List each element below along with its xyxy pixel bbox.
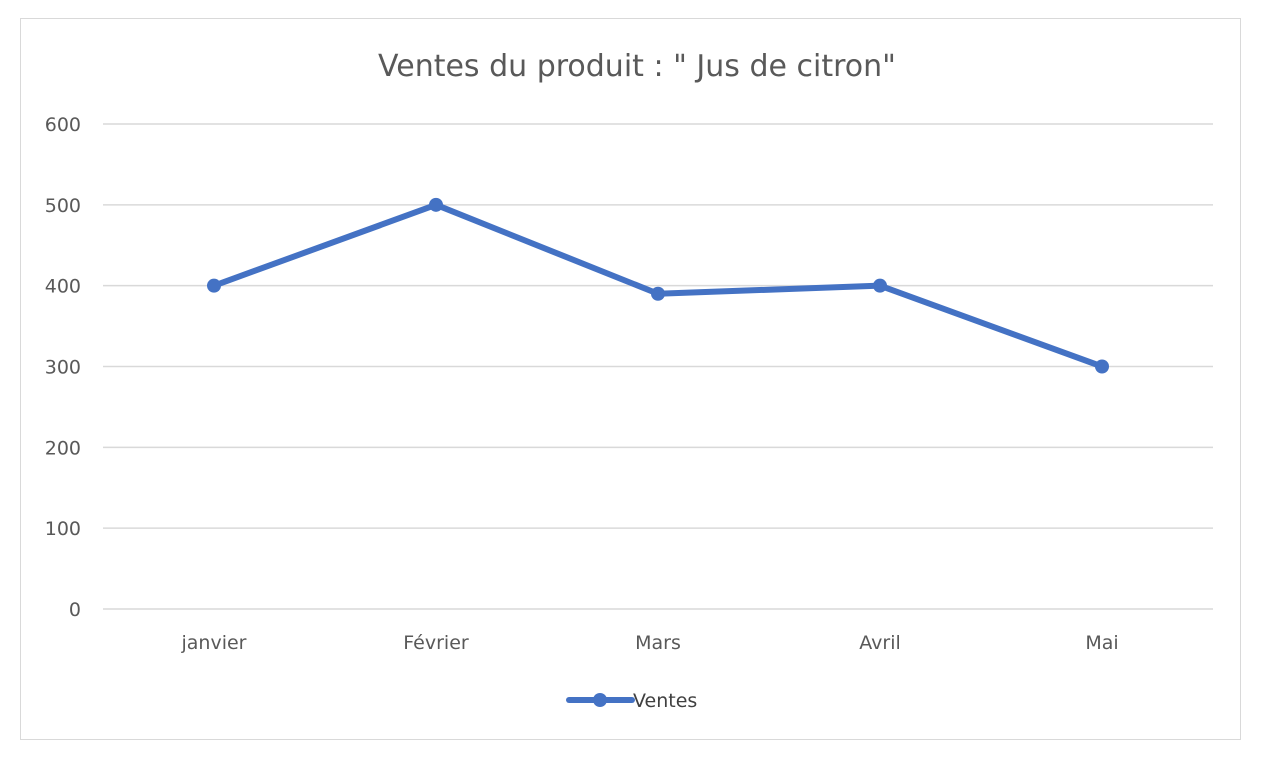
chart-frame: Ventes du produit : " Jus de citron" 0 10… [20, 18, 1241, 740]
y-tick-label: 500 [45, 195, 81, 217]
data-point [651, 286, 665, 301]
x-tick-label: janvier [181, 632, 247, 654]
legend: Ventes [566, 690, 697, 712]
line-chart: Ventes du produit : " Jus de citron" 0 10… [45, 49, 1213, 712]
data-point [1095, 359, 1109, 374]
y-tick-label: 600 [45, 114, 81, 136]
x-tick-label: Avril [859, 632, 901, 654]
x-tick-label: Mars [635, 632, 681, 654]
series-group [207, 197, 1109, 374]
y-tick-label: 200 [45, 437, 81, 459]
chart-title: Ventes du produit : " Jus de citron" [378, 49, 896, 84]
legend-label-ventes: Ventes [633, 690, 697, 712]
y-tick-label: 400 [45, 276, 81, 298]
x-tick-label: Février [403, 632, 469, 654]
data-point [429, 197, 443, 212]
y-tick-label: 100 [45, 518, 81, 540]
y-axis-tick-labels: 0 100 200 300 400 500 600 [45, 114, 81, 621]
data-point [207, 278, 221, 293]
gridlines [103, 123, 1213, 610]
y-tick-label: 300 [45, 357, 81, 379]
x-tick-label: Mai [1085, 632, 1118, 654]
data-point [873, 278, 887, 293]
y-tick-label: 0 [69, 599, 81, 621]
legend-marker-ventes [593, 693, 607, 707]
x-axis-tick-labels: janvier Février Mars Avril Mai [181, 632, 1119, 654]
